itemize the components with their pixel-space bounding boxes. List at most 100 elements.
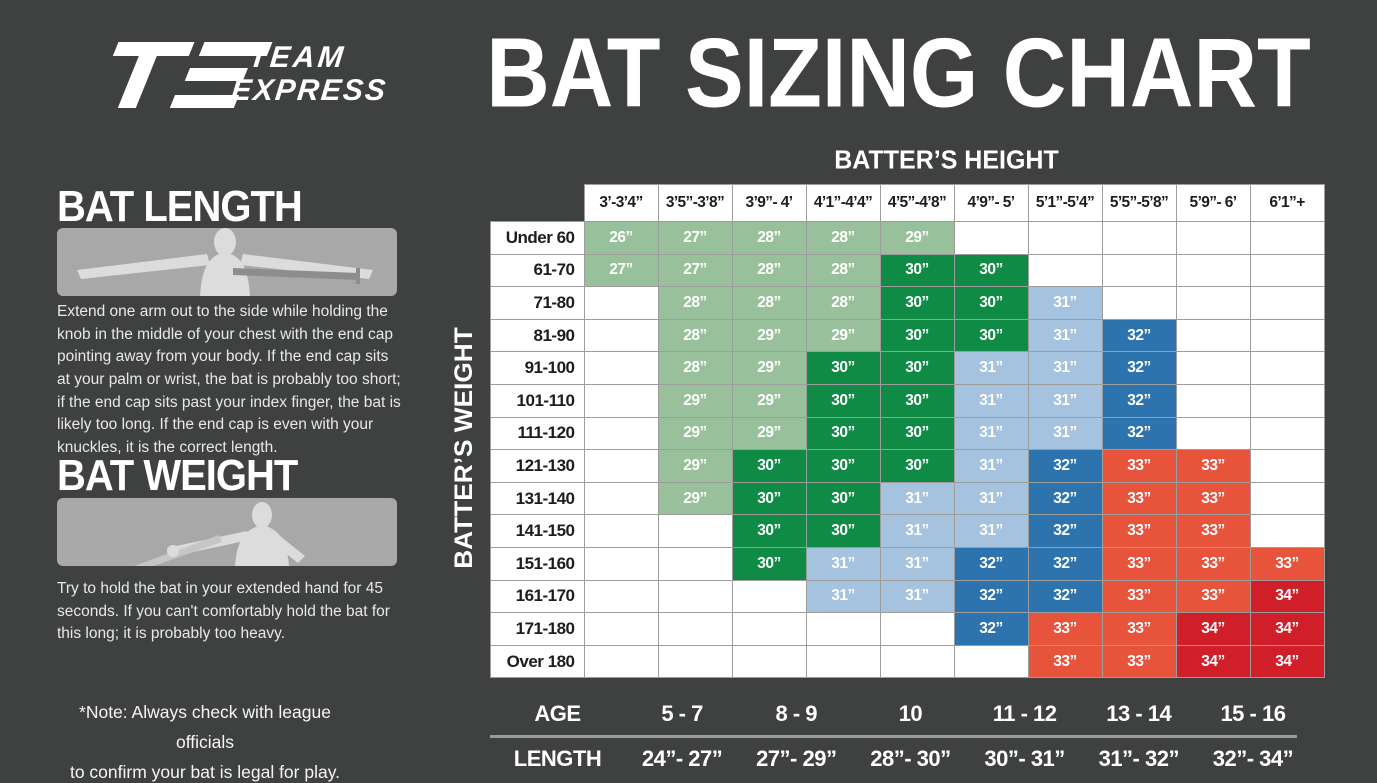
empty-cell [1175, 253, 1251, 288]
table-row: 151-160 30” 31” 31” 32” 32” 33” 33” 33” [490, 546, 1325, 581]
empty-cell [1027, 253, 1103, 288]
bat-length-cell: 29” [657, 481, 733, 516]
age-value: 11 - 12 [992, 701, 1057, 726]
age-value: 10 [898, 701, 923, 726]
bat-length-cell: 29” [657, 383, 733, 418]
bat-length-cell: 30” [805, 449, 881, 483]
age-value: 15 - 16 [1220, 701, 1286, 726]
empty-cell [1175, 318, 1251, 353]
bat-length-cell: 28” [805, 221, 881, 255]
height-column-header: 5’1”-5’4” [1027, 184, 1103, 222]
bat-length-cell: 31” [953, 449, 1029, 483]
length-value: 31”- 32” [1098, 746, 1180, 771]
weight-row-header: 111-120 [490, 416, 585, 451]
empty-cell [1027, 221, 1103, 255]
table-row: 71-80 28” 28” 28” 30” 30” 31” [490, 286, 1325, 320]
bat-length-cell: 30” [953, 286, 1029, 320]
bat-length-cell: 31” [1027, 318, 1103, 353]
weight-row-header: 141-150 [490, 514, 585, 548]
height-column-header: 4’9”- 5’ [953, 184, 1029, 222]
empty-cell [583, 612, 659, 646]
height-column-header: 3’5”-3’8” [657, 184, 733, 222]
bat-length-heading: BAT LENGTH [57, 183, 303, 231]
bat-size-table: 3’-3’4” 3’5”-3’8” 3’9”- 4’ 4’1”-4’4” 4’5”-4’… [490, 184, 1325, 679]
bat-length-cell: 34” [1175, 612, 1251, 646]
bat-length-cell: 34” [1175, 644, 1251, 679]
batters-weight-axis-label: BATTER’S WEIGHT [450, 327, 478, 569]
bat-length-cell: 32” [1101, 318, 1177, 353]
bat-length-cell: 33” [1249, 546, 1325, 581]
empty-cell [583, 514, 659, 548]
bat-length-cell: 32” [1027, 481, 1103, 516]
weight-row-header: 121-130 [490, 449, 585, 483]
empty-cell [657, 546, 733, 581]
bat-length-cell: 28” [805, 286, 881, 320]
te-monogram-icon [55, 40, 273, 110]
age-value: 8 - 9 [775, 701, 818, 726]
empty-cell [1249, 286, 1325, 320]
bat-length-cell: 26” [583, 221, 659, 255]
bat-length-cell: 29” [657, 449, 733, 483]
weight-row-header: Under 60 [490, 221, 585, 255]
bat-length-cell: 31” [879, 481, 955, 516]
bat-length-cell: 32” [1027, 546, 1103, 581]
empty-cell [583, 416, 659, 451]
bat-length-cell: 27” [583, 253, 659, 288]
bat-length-cell: 30” [879, 449, 955, 483]
empty-cell [1101, 286, 1177, 320]
bat-length-cell: 31” [1027, 351, 1103, 385]
bat-length-cell: 33” [1175, 449, 1251, 483]
empty-cell [1249, 221, 1325, 255]
bat-length-cell: 30” [805, 351, 881, 385]
table-row: 131-140 29” 30” 30” 31” 31” 32” 33” 33” [490, 481, 1325, 516]
age-value: 5 - 7 [661, 701, 703, 726]
empty-cell [731, 579, 807, 614]
bat-length-cell: 28” [731, 253, 807, 288]
empty-cell [583, 546, 659, 581]
length-value: 32”- 34” [1212, 746, 1294, 771]
empty-cell [583, 383, 659, 418]
bat-weight-heading: BAT WEIGHT [57, 452, 298, 500]
length-row: LENGTH 24”- 27” 27”- 29” 28”- 30” 30”- 31” 3… [490, 739, 1310, 779]
weight-row-header: 151-160 [490, 546, 585, 581]
bat-length-cell: 30” [879, 318, 955, 353]
bat-length-cell: 33” [1101, 579, 1177, 614]
bat-length-cell: 28” [731, 221, 807, 255]
bat-length-cell: 27” [657, 253, 733, 288]
bat-weight-description: Try to hold the bat in your extended han… [57, 580, 390, 643]
bat-length-cell: 31” [879, 546, 955, 581]
bat-length-cell: 30” [731, 546, 807, 581]
bat-length-cell: 32” [953, 612, 1029, 646]
height-column-header: 4’5”-4’8” [879, 184, 955, 222]
table-row: Under 60 26” 27” 28” 28” 29” [490, 221, 1325, 255]
empty-cell [583, 318, 659, 353]
table-row: 61-70 27” 27” 28” 28” 30” 30” [490, 253, 1325, 288]
empty-cell [1175, 416, 1251, 451]
length-value: 30”- 31” [984, 746, 1065, 771]
bat-length-cell: 32” [953, 579, 1029, 614]
extended-arm-bat-silhouette [134, 502, 305, 566]
bat-length-cell: 33” [1101, 546, 1177, 581]
logo-wordmark: TEAM EXPRESS [230, 41, 393, 108]
note-line-1: *Note: Always check with league official… [79, 702, 331, 752]
batters-height-axis-label: BATTER’S HEIGHT [834, 145, 1059, 175]
empty-cell [731, 644, 807, 679]
bat-length-cell: 32” [953, 546, 1029, 581]
bat-length-cell: 27” [657, 221, 733, 255]
bat-length-cell: 33” [1175, 579, 1251, 614]
bat-length-cell: 32” [1101, 383, 1177, 418]
bat-length-cell: 31” [1027, 383, 1103, 418]
empty-cell [657, 612, 733, 646]
bat-length-cell: 30” [879, 351, 955, 385]
weight-row-header: 71-80 [490, 286, 585, 320]
length-value: 28”- 30” [870, 746, 951, 771]
bat-length-description: Extend one arm out to the side while hol… [57, 303, 401, 456]
height-column-header: 6’1”+ [1249, 184, 1325, 222]
bat-length-cell: 30” [879, 253, 955, 288]
empty-cell [657, 644, 733, 679]
bat-length-cell: 33” [1027, 644, 1103, 679]
bat-weight-illustration-icon [57, 498, 397, 566]
empty-cell [1249, 318, 1325, 353]
bat-length-cell: 28” [805, 253, 881, 288]
bat-length-cell: 30” [805, 481, 881, 516]
